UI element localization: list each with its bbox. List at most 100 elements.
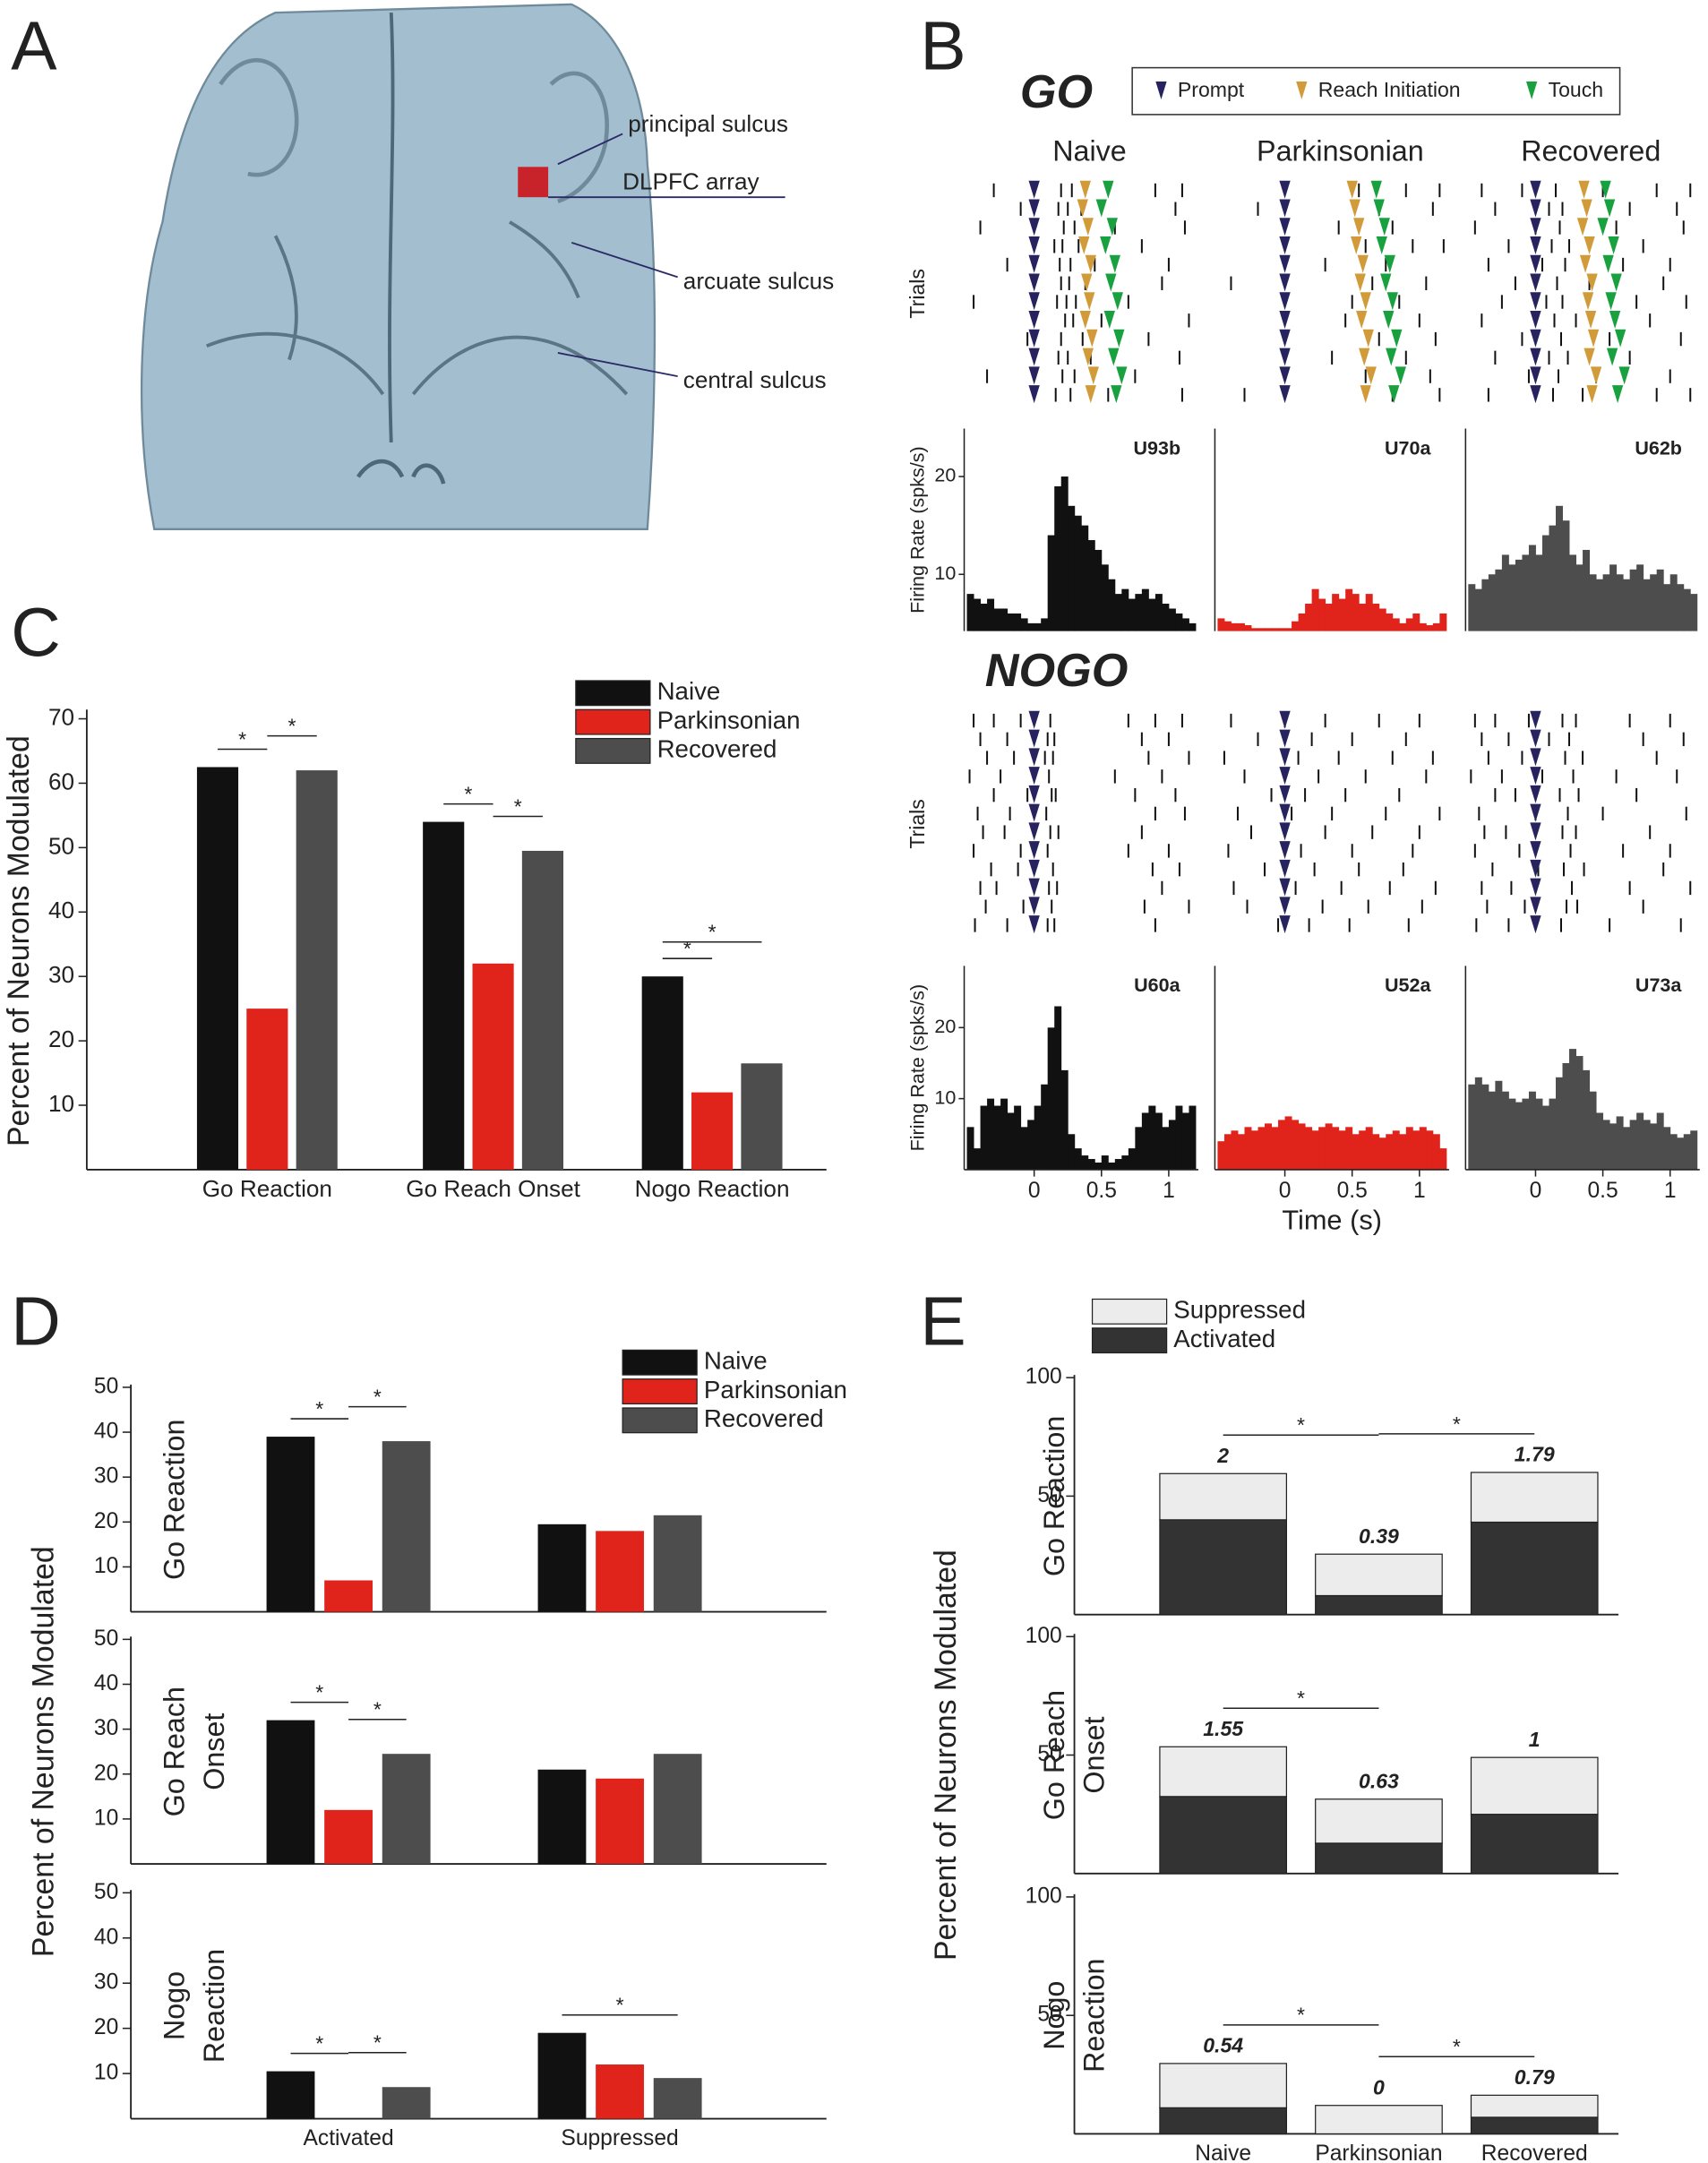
significance-label: * xyxy=(1453,1412,1461,1436)
prompt-marker xyxy=(1279,311,1291,330)
bar-segment xyxy=(1470,1521,1599,1616)
bin xyxy=(1162,604,1170,631)
bar xyxy=(196,767,239,1170)
bin xyxy=(1068,1134,1076,1170)
bin xyxy=(1074,1148,1082,1170)
bin xyxy=(1372,604,1380,631)
ratio-label: 0.63 xyxy=(1359,1769,1399,1792)
bin xyxy=(1141,588,1149,631)
bin xyxy=(1677,1137,1685,1170)
prompt-marker xyxy=(1530,767,1541,785)
prompt-marker xyxy=(1028,273,1040,292)
prompt-marker xyxy=(1279,803,1291,822)
bin xyxy=(1271,628,1279,631)
bin xyxy=(1616,574,1624,631)
bin xyxy=(1041,618,1049,631)
unit-label: U62b xyxy=(1635,437,1682,459)
prompt-marker xyxy=(1279,822,1291,841)
bin xyxy=(1298,613,1306,631)
prompt-marker xyxy=(1530,841,1541,860)
prompt-marker xyxy=(1530,311,1541,330)
prompt-marker xyxy=(1279,348,1291,366)
bin xyxy=(1495,569,1503,631)
prompt-marker xyxy=(1530,897,1541,915)
bin xyxy=(1569,1049,1576,1170)
bar xyxy=(596,1531,644,1612)
bin xyxy=(1378,608,1386,631)
pointer xyxy=(557,352,678,377)
unit-label: U93b xyxy=(1134,437,1181,459)
reach-marker xyxy=(1082,218,1094,236)
bin xyxy=(1060,476,1069,631)
reach-marker xyxy=(1082,348,1094,366)
significance-label: * xyxy=(616,1994,624,2017)
bin xyxy=(1325,604,1333,631)
bar-segment xyxy=(1159,1519,1288,1616)
significance-label: * xyxy=(373,1698,382,1721)
touch-marker xyxy=(1113,329,1125,348)
bar-segment xyxy=(1315,1594,1443,1616)
significance-label: * xyxy=(514,794,522,818)
prompt-marker xyxy=(1028,236,1040,254)
bin xyxy=(1677,584,1685,631)
bin xyxy=(1332,1127,1340,1170)
bin xyxy=(987,1098,995,1170)
bin xyxy=(1399,1134,1407,1170)
y-axis-label: Firing Rate (spks/s) xyxy=(906,984,928,1152)
x-tick-label: 1 xyxy=(1413,1179,1426,1203)
bin xyxy=(1345,588,1353,631)
y-tick-label: 50 xyxy=(48,832,74,859)
significance-label: * xyxy=(708,921,717,944)
prompt-marker xyxy=(1530,348,1541,366)
bin xyxy=(1034,622,1042,631)
bin xyxy=(1154,1112,1163,1170)
touch-marker xyxy=(1105,273,1117,292)
bin xyxy=(1669,574,1678,631)
bin xyxy=(1244,1127,1252,1170)
bin xyxy=(1141,1112,1149,1170)
annotation: central sulcus xyxy=(683,366,827,393)
touch-marker xyxy=(1606,348,1618,366)
reach-marker xyxy=(1584,236,1595,254)
touch-marker xyxy=(1100,236,1111,254)
unit-label: U52a xyxy=(1385,974,1431,996)
bar xyxy=(382,1441,431,1612)
bin xyxy=(1535,554,1543,631)
bar-segment xyxy=(1315,2105,1443,2135)
x-tick-label: 1 xyxy=(1664,1179,1677,1203)
ratio-label: 2 xyxy=(1216,1444,1229,1467)
sulcus xyxy=(411,335,629,396)
bin xyxy=(1596,579,1604,631)
prompt-marker xyxy=(1530,218,1541,236)
bin xyxy=(1305,604,1313,631)
touch-marker xyxy=(1384,254,1395,273)
prompt-marker xyxy=(1028,748,1040,767)
bin xyxy=(1528,1091,1536,1170)
bin xyxy=(1292,1120,1300,1170)
legend-label: Suppressed xyxy=(1173,1296,1306,1324)
prompt-marker xyxy=(1028,859,1040,878)
y-tick-label: 10 xyxy=(934,1086,956,1108)
touch-marker xyxy=(1609,311,1621,330)
bin xyxy=(987,598,995,631)
reach-marker xyxy=(1354,273,1366,292)
bin xyxy=(1284,628,1292,631)
significance-label: * xyxy=(373,1385,382,1408)
bar xyxy=(324,1580,373,1612)
row-title: Go Reaction xyxy=(1038,1416,1070,1576)
bin xyxy=(974,598,982,631)
brain xyxy=(140,3,657,530)
x-axis-label: Time (s) xyxy=(1282,1204,1382,1235)
legend-swatch xyxy=(1091,1298,1168,1325)
significance-label: * xyxy=(288,714,296,737)
bin xyxy=(1419,1127,1427,1170)
reach-marker xyxy=(1581,199,1592,218)
row-title: Reaction xyxy=(198,1949,230,2063)
bin xyxy=(1432,1134,1440,1170)
bin xyxy=(1488,574,1496,631)
bin xyxy=(1007,613,1015,631)
bin xyxy=(1569,554,1576,631)
bin xyxy=(1643,579,1651,631)
bar xyxy=(266,2071,315,2119)
prompt-marker xyxy=(1279,199,1291,218)
